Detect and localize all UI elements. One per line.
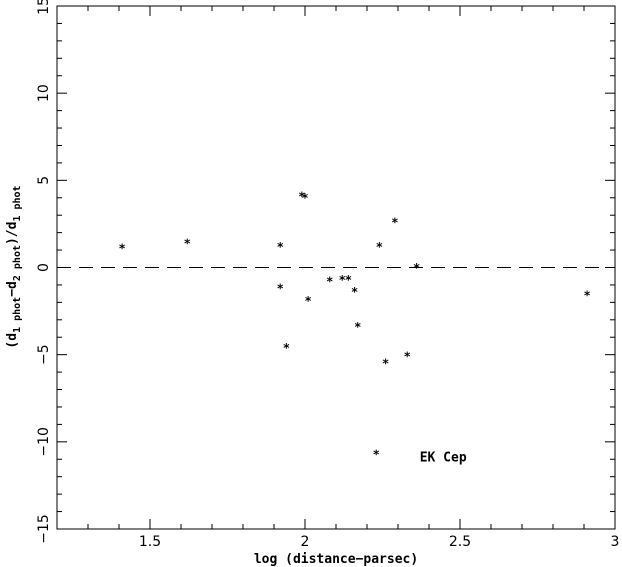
y-label-sub-1: 1 phot	[12, 297, 23, 333]
y-tick-label: −15	[36, 514, 52, 544]
data-point: *	[304, 294, 311, 308]
data-point: *	[583, 289, 590, 303]
y-tick-label: 0	[36, 263, 52, 272]
data-point: *	[413, 261, 420, 275]
x-tick-label: 2.5	[449, 534, 471, 550]
y-label-part-2: −d	[5, 281, 20, 297]
y-label-part-3: )/d	[5, 222, 20, 245]
data-point: *	[345, 273, 352, 287]
data-point: *	[382, 357, 389, 371]
data-point: *	[118, 242, 125, 256]
x-axis-label: log (distance−parsec)	[254, 552, 418, 567]
data-point: *	[301, 191, 308, 205]
data-point: *	[184, 236, 191, 250]
y-label-sub-3: 1 phot	[12, 185, 23, 221]
y-label-sub-2: 2 phot	[12, 245, 23, 281]
data-point: *	[354, 320, 361, 334]
data-point: *	[373, 447, 380, 461]
data-point: *	[404, 350, 411, 364]
data-point: *	[376, 240, 383, 254]
annotation-label: EK Cep	[420, 451, 467, 466]
x-tick-label: 2	[301, 534, 310, 550]
annotations: EK Cep	[420, 451, 467, 466]
y-tick-label: −10	[36, 427, 52, 457]
y-tick-label: 10	[36, 84, 52, 102]
y-tick-label: 15	[36, 0, 52, 15]
x-tick-label: 1.5	[139, 534, 161, 550]
data-point: *	[298, 189, 305, 203]
y-label-part-1: (d	[5, 333, 20, 349]
data-points: * * ******* ***********	[118, 189, 590, 461]
data-point: *	[326, 275, 333, 289]
data-point: *	[339, 273, 346, 287]
x-tick-label: 3	[611, 534, 620, 550]
axis-ticks	[56, 5, 616, 530]
x-tick-labels: 1.5 2 2.5 3	[139, 534, 620, 550]
y-tick-labels: −15 −10 −5 0 5 10 15	[36, 0, 52, 544]
data-point: *	[277, 282, 284, 296]
data-point: *	[283, 341, 290, 355]
data-point: *	[277, 240, 284, 254]
data-point: *	[391, 215, 398, 229]
data-point: *	[351, 285, 358, 299]
y-tick-label: −5	[36, 344, 52, 365]
y-tick-label: 5	[36, 176, 52, 185]
y-axis-label: (d1 phot−d2 phot)/d1 phot	[5, 185, 23, 348]
